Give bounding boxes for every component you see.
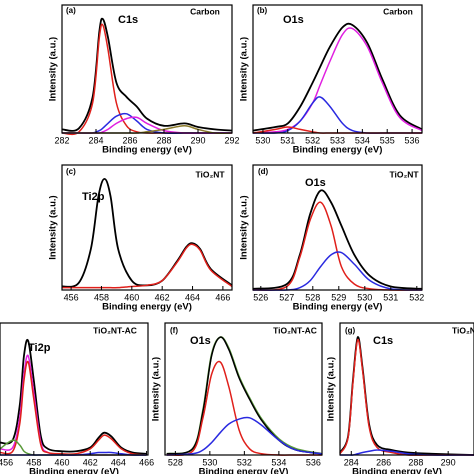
- peak-label: Ti2p: [82, 191, 105, 203]
- y-axis-label: Intensity (a.u.): [239, 195, 250, 259]
- spectrum-line: [252, 251, 423, 291]
- x-tick-label: 462: [83, 457, 98, 467]
- x-tick-label: 526: [253, 292, 268, 302]
- peak-label: C1s: [118, 14, 138, 26]
- sample-label: TiO₂NT-AC: [273, 325, 317, 335]
- x-tick-label: 528: [305, 292, 320, 302]
- sample-label: TiO₂NT-AC: [93, 325, 137, 335]
- sample-label: TiO₂NT: [389, 169, 419, 179]
- plot-frame: [252, 164, 423, 291]
- panel-label: (b): [257, 6, 268, 15]
- x-tick-label: 530: [202, 457, 217, 467]
- plot-frame: [0, 322, 149, 456]
- x-tick-label: 529: [331, 292, 346, 302]
- spectrum-line: [0, 439, 147, 456]
- x-axis-label: Binding energy (eV): [102, 302, 192, 313]
- x-tick-label: 282: [54, 135, 69, 145]
- x-axis-label: Binding energy (eV): [29, 467, 119, 474]
- panels: 282 284 286 288 290 292 Binding energy (eV) Int…: [0, 4, 474, 474]
- x-tick-label: 534: [355, 135, 370, 145]
- sample-label: Carbon: [190, 6, 220, 16]
- spectrum-line: [166, 416, 323, 456]
- x-tick-label: 290: [441, 457, 456, 467]
- peak-label: O1s: [190, 335, 211, 347]
- x-tick-label: 286: [376, 457, 391, 467]
- x-axis-label: Binding energy (eV): [102, 145, 192, 156]
- x-tick-label: 284: [88, 135, 103, 145]
- x-tick-label: 535: [380, 135, 395, 145]
- sample-label: TiO₂NT: [195, 169, 225, 179]
- x-tick-label: 532: [409, 292, 424, 302]
- x-tick-label: 533: [330, 135, 345, 145]
- panel-label: (f): [170, 326, 178, 335]
- x-tick-label: 460: [124, 292, 139, 302]
- x-axis-label: Binding energy (eV): [199, 467, 289, 474]
- plot-frame: [339, 322, 474, 456]
- x-tick-label: 284: [344, 457, 359, 467]
- x-tick-label: 536: [405, 135, 420, 145]
- spectrum-line: [252, 96, 422, 134]
- x-tick-label: 532: [237, 457, 252, 467]
- x-tick-label: 466: [139, 457, 154, 467]
- peak-label: O1s: [283, 14, 304, 26]
- x-tick-label: 288: [408, 457, 423, 467]
- x-tick-label: 466: [215, 292, 230, 302]
- x-tick-label: 531: [280, 135, 295, 145]
- x-axis-label: Binding energy (eV): [352, 467, 442, 474]
- x-tick-label: 460: [55, 457, 70, 467]
- peak-label: O1s: [305, 177, 326, 189]
- panel-label: (d): [258, 167, 269, 176]
- spectrum-line: [166, 360, 322, 456]
- spectrum-line: [339, 338, 474, 456]
- x-tick-label: 292: [224, 135, 239, 145]
- sample-label: TiO₂NT-AC: [452, 325, 474, 335]
- plot-frame: [61, 4, 233, 134]
- x-tick-label: 532: [305, 135, 320, 145]
- spectrum-line: [166, 336, 323, 455]
- panel-label: (a): [66, 6, 76, 15]
- x-axis-label: Binding energy (eV): [293, 145, 383, 156]
- x-tick-label: 288: [156, 135, 171, 145]
- x-tick-label: 456: [64, 292, 79, 302]
- x-tick-label: 456: [0, 457, 13, 467]
- y-axis-label: Intensity (a.u.): [326, 357, 337, 421]
- spectrum-line: [252, 22, 423, 132]
- panel-label: (c): [66, 167, 76, 176]
- x-tick-label: 464: [111, 457, 126, 467]
- x-tick-label: 290: [190, 135, 205, 145]
- peak-label: Ti2p: [28, 342, 51, 354]
- x-tick-label: 530: [255, 135, 270, 145]
- plot-frame: [164, 322, 323, 456]
- spectrum-line: [61, 17, 233, 132]
- y-axis-label: Intensity (a.u.): [151, 357, 162, 421]
- spectrum-line: [62, 243, 233, 289]
- x-tick-label: 464: [185, 292, 200, 302]
- x-tick-label: 458: [94, 292, 109, 302]
- x-tick-label: 458: [26, 457, 41, 467]
- x-tick-label: 462: [155, 292, 170, 302]
- panel-label: (g): [345, 326, 356, 335]
- spectrum-line: [252, 189, 423, 290]
- y-axis-label: Intensity (a.u.): [48, 195, 59, 259]
- x-axis-label: Binding energy (eV): [293, 302, 383, 313]
- plot-frame: [61, 164, 233, 291]
- x-tick-label: 530: [357, 292, 372, 302]
- y-axis-label: Intensity (a.u.): [48, 37, 59, 101]
- sample-label: Carbon: [383, 6, 413, 16]
- spectrum-line: [166, 336, 323, 455]
- x-tick-label: 531: [383, 292, 398, 302]
- x-tick-label: 528: [168, 457, 183, 467]
- x-tick-label: 536: [306, 457, 321, 467]
- x-tick-label: 534: [271, 457, 286, 467]
- spectrum-line: [61, 177, 233, 288]
- x-tick-label: 286: [122, 135, 137, 145]
- y-axis-label: Intensity (a.u.): [239, 37, 250, 101]
- x-tick-label: 527: [279, 292, 294, 302]
- peak-label: C1s: [373, 335, 393, 347]
